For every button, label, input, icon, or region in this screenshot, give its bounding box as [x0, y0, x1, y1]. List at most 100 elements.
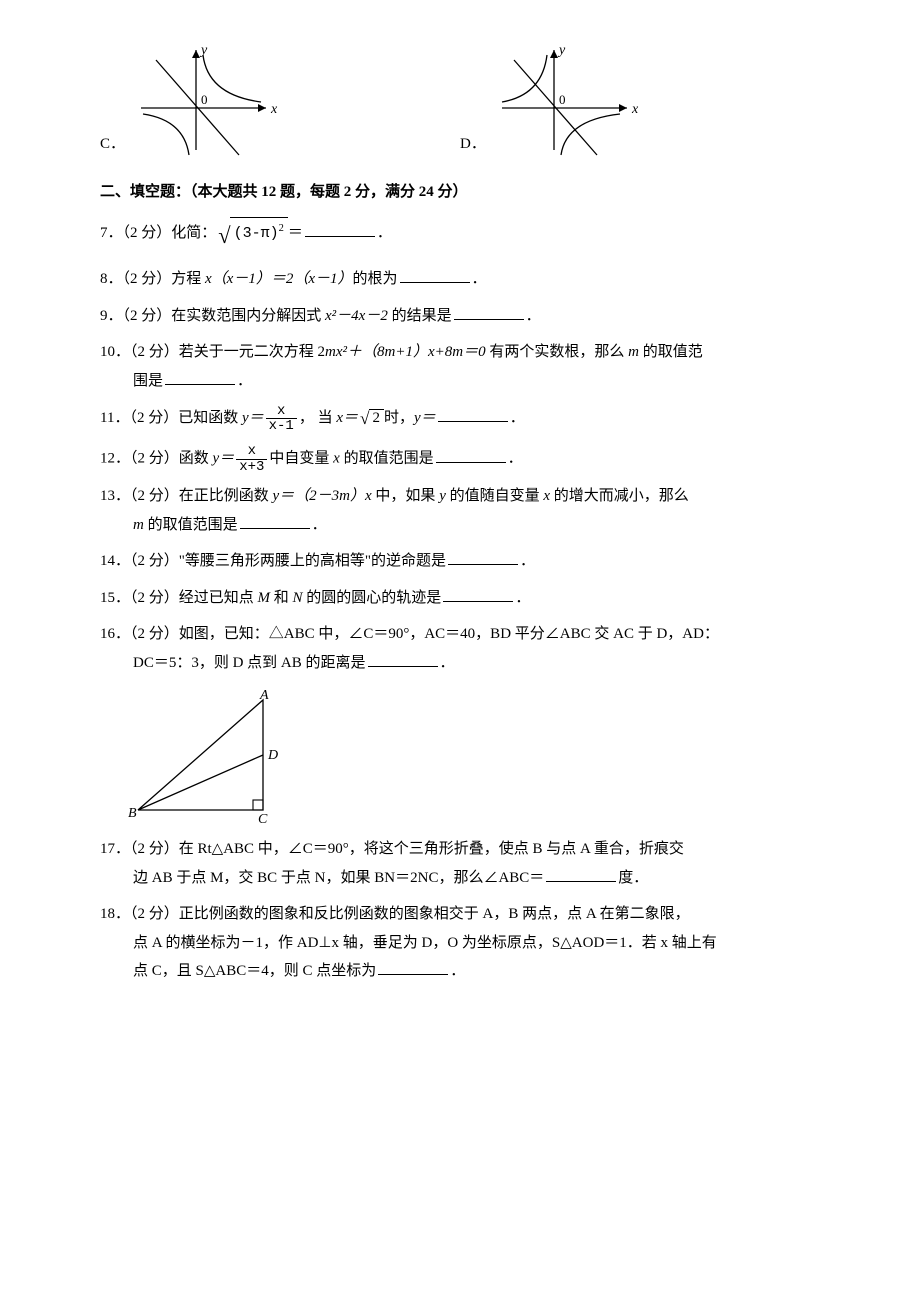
choice-d: D． x y 0: [460, 40, 820, 160]
q7-blank: [305, 219, 375, 237]
question-10: 10．（2 分）若关于一元二次方程 2mx²＋（8m+1）x+8m＝0 有两个实…: [100, 338, 820, 395]
q8-a: 8．（2 分）方程: [100, 271, 205, 287]
q8-blank: [400, 266, 470, 284]
q15-and: 和: [270, 590, 293, 606]
q16-label-C: C: [258, 812, 268, 825]
q14-blank: [448, 548, 518, 566]
q13-2b: 的取值范围是: [144, 517, 238, 533]
choice-row-cd: C． x y 0 D．: [100, 40, 820, 160]
q13-expr: y＝（2－3m）x: [273, 488, 372, 504]
q15-N: N: [293, 590, 303, 606]
choice-c-graph: x y 0: [131, 40, 281, 160]
section-2-heading: 二、填空题：（本大题共 12 题，每题 2 分，满分 24 分）: [100, 178, 820, 207]
q15-M: M: [258, 590, 271, 606]
q10-1e: 的取值范: [639, 344, 703, 360]
q12-c: 的取值范围是: [340, 451, 434, 467]
question-13: 13．（2 分）在正比例函数 y＝（2－3m）x 中，如果 y 的值随自变量 x…: [100, 482, 820, 539]
q16-suffix: ．: [440, 655, 455, 671]
question-8: 8．（2 分）方程 x（x－1）＝2（x－1）的根为 ．: [100, 265, 820, 294]
q13-suffix: ．: [312, 517, 327, 533]
q15-blank: [443, 584, 513, 602]
question-16: 16．（2 分）如图，已知：△ABC 中，∠C＝90°，AC＝40，BD 平分∠…: [100, 620, 820, 677]
q16-label-B: B: [128, 806, 137, 821]
q12-suffix: ．: [508, 451, 523, 467]
q18-3a: 点 C，且 S△ABC＝4，则 C 点坐标为: [133, 963, 376, 979]
q8-expr: x（x－1）＝2（x－1）: [205, 271, 352, 287]
q9-suffix: ．: [526, 308, 541, 324]
q18-line2: 点 A 的横坐标为－1，作 AD⊥x 轴，垂足为 D，O 为坐标原点，S△AOD…: [100, 929, 820, 958]
q9-blank: [454, 302, 524, 320]
question-18: 18．（2 分）正比例函数的图象和反比例函数的图象相交于 A，B 两点，点 A …: [100, 900, 820, 986]
q11-yeq: y＝: [242, 410, 264, 426]
q16-line2: DC＝5：3，则 D 点到 AB 的距离是．: [100, 649, 820, 678]
q13-line2: m 的取值范围是 ．: [100, 511, 820, 540]
axis-x-label-d: x: [631, 102, 639, 117]
question-17: 17．（2 分）在 Rt△ABC 中，∠C＝90°，将这个三角形折叠，使点 B …: [100, 835, 820, 892]
q17-2b: 度．: [618, 870, 648, 886]
q13-y: y: [439, 488, 446, 504]
q10-blank: [165, 367, 235, 385]
q12-a: 12．（2 分）函数: [100, 451, 213, 467]
q11-blank: [438, 405, 508, 423]
q13-1c: 的值随自变量: [446, 488, 544, 504]
q18-line1: 18．（2 分）正比例函数的图象和反比例函数的图象相交于 A，B 两点，点 A …: [100, 906, 690, 922]
question-15: 15．（2 分）经过已知点 M 和 N 的圆的圆心的轨迹是 ．: [100, 584, 820, 613]
axis-x-label: x: [270, 102, 278, 117]
q12-yeq: y＝: [213, 451, 235, 467]
q10-1c: 有两个实数根，那么: [486, 344, 629, 360]
q14-suffix: ．: [520, 553, 535, 569]
q15-b: 的圆的圆心的轨迹是: [303, 590, 442, 606]
question-7: 7．（2 分）化简：(3-π)2＝ ．: [100, 215, 820, 258]
q10-suffix: ．: [237, 373, 252, 389]
origin-label-d: 0: [559, 92, 566, 107]
q9-b: 的结果是: [388, 308, 452, 324]
q17-2a: 边 AB 于点 M，交 BC 于点 N，如果 BN＝2NC，那么∠ABC＝: [133, 870, 544, 886]
q13-1a: 13．（2 分）在正比例函数: [100, 488, 273, 504]
q18-2: 点 A 的横坐标为－1，作 AD⊥x 轴，垂足为 D，O 为坐标原点，S△AOD…: [133, 935, 717, 951]
question-9: 9．（2 分）在实数范围内分解因式 x²－4x－2 的结果是．: [100, 302, 820, 331]
choice-c: C． x y 0: [100, 40, 460, 160]
q8-suffix: ．: [472, 271, 487, 287]
q18-suffix: ．: [450, 963, 465, 979]
q13-m: m: [133, 517, 144, 533]
q13-blank: [240, 511, 310, 529]
q11-sqrt2: 2: [358, 403, 384, 436]
q16-label-D: D: [267, 748, 278, 763]
q12-x: x: [333, 451, 340, 467]
choice-c-label: C．: [100, 130, 125, 161]
q17-line2: 边 AB 于点 M，交 BC 于点 N，如果 BN＝2NC，那么∠ABC＝ 度．: [100, 864, 820, 893]
q8-b: 的根为: [353, 271, 398, 287]
question-12: 12．（2 分）函数 y＝xx+3中自变量 x 的取值范围是 ．: [100, 444, 820, 474]
q7-equals: ＝: [288, 225, 303, 241]
q16-figure: A B C D: [128, 685, 820, 825]
q11-frac: xx-1: [266, 404, 297, 434]
q11-b: ， 当: [299, 410, 337, 426]
q7-prefix: 7．（2 分）化简：: [100, 225, 216, 241]
axis-y-label-d: y: [557, 43, 566, 58]
choice-d-graph: x y 0: [492, 40, 642, 160]
q10-expr: mx²＋（8m+1）x+8m＝0: [325, 344, 486, 360]
q11-suffix: ．: [510, 410, 525, 426]
q12-frac: xx+3: [236, 444, 267, 474]
question-14: 14．（2 分）"等腰三角形两腰上的高相等"的逆命题是 ．: [100, 547, 820, 576]
q17-blank: [546, 864, 616, 882]
q14-a: 14．（2 分）"等腰三角形两腰上的高相等"的逆命题是: [100, 553, 446, 569]
q10-m: m: [628, 344, 639, 360]
q15-a: 15．（2 分）经过已知点: [100, 590, 258, 606]
q11-c: 时，: [384, 410, 414, 426]
q12-b: 中自变量: [269, 451, 333, 467]
q18-line3: 点 C，且 S△ABC＝4，则 C 点坐标为 ．: [100, 957, 820, 986]
q11-yeq2: y＝: [414, 410, 436, 426]
q10-2: 围是: [133, 373, 163, 389]
q7-sqrt: (3-π)2: [216, 215, 288, 258]
q11-xeq: x＝: [336, 410, 358, 426]
q7-suffix: ．: [377, 225, 392, 241]
q16-line1: 16．（2 分）如图，已知：△ABC 中，∠C＝90°，AC＝40，BD 平分∠…: [100, 626, 719, 642]
q9-a: 9．（2 分）在实数范围内分解因式: [100, 308, 325, 324]
origin-label: 0: [201, 92, 208, 107]
q10-1a: 10．（2 分）若关于一元二次方程 2: [100, 344, 325, 360]
q10-line2: 围是 ．: [100, 367, 820, 396]
q15-suffix: ．: [515, 590, 530, 606]
q16-label-A: A: [259, 688, 269, 703]
q13-1b: 中，如果: [372, 488, 440, 504]
